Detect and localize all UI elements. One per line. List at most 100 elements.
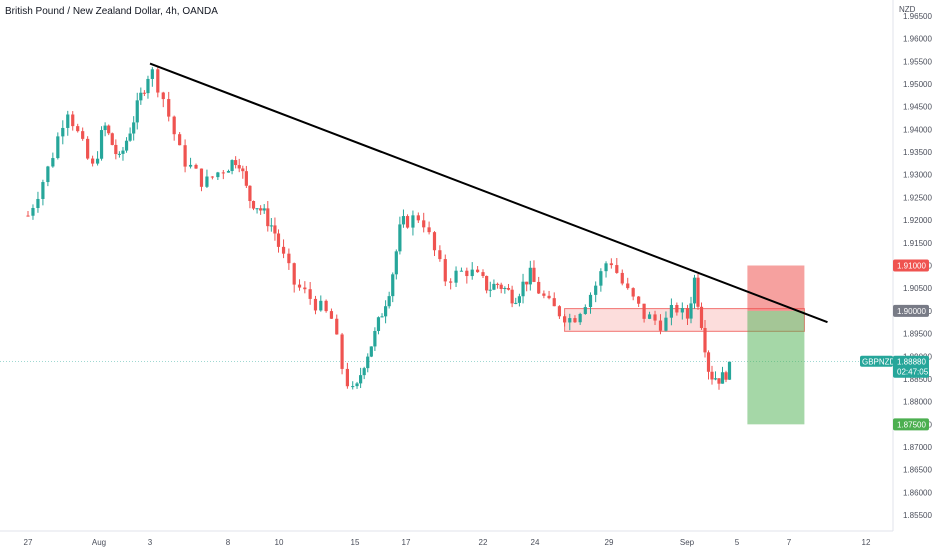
y-tick-label: 1.91500 — [903, 239, 932, 248]
x-tick-label: 10 — [275, 538, 284, 547]
candle-body — [287, 253, 291, 264]
candle-body — [259, 208, 263, 211]
candle-body — [66, 114, 70, 128]
x-tick-label: 27 — [24, 538, 33, 547]
candle-body — [205, 176, 209, 187]
candle-body — [481, 272, 485, 276]
symbol-tag — [860, 355, 893, 367]
candle-body — [41, 182, 45, 199]
candle-body — [31, 207, 35, 216]
candle-body — [642, 303, 646, 319]
candle-body — [241, 168, 245, 172]
candle-body — [128, 133, 132, 141]
candle-body — [384, 306, 388, 317]
candle-body — [485, 275, 489, 291]
candle-body — [405, 216, 410, 228]
candle-body — [303, 287, 307, 290]
y-tick-label: 1.89500 — [903, 330, 932, 339]
candle-body — [324, 300, 328, 312]
candle-body — [61, 127, 65, 137]
y-tick-label: 1.92500 — [903, 193, 932, 202]
x-tick-label: 5 — [735, 538, 740, 547]
candle-body — [99, 130, 104, 159]
candle-body — [103, 125, 107, 131]
x-tick-label: Sep — [680, 538, 695, 547]
stop-loss-price-tag — [893, 259, 929, 272]
candle-body — [631, 288, 635, 297]
stop-loss-price-tag-text: 1.91000 — [897, 262, 926, 271]
candle-body — [459, 270, 464, 272]
candle-body — [313, 298, 318, 311]
candle-body — [46, 166, 50, 183]
candle-body — [669, 304, 673, 318]
candle-body — [547, 295, 551, 299]
candle-body — [110, 133, 114, 145]
y-tick-label: 1.88000 — [903, 398, 932, 407]
candle-body — [340, 334, 344, 369]
y-tick-label: 1.85500 — [903, 511, 932, 520]
candle-body — [710, 371, 714, 380]
line-layer — [149, 62, 828, 324]
candle-body — [465, 270, 469, 277]
candle-body — [56, 136, 60, 159]
candle-body — [142, 92, 146, 94]
candle-body — [492, 283, 496, 290]
y-tick-label: 1.96000 — [903, 35, 932, 44]
take-profit-zone[interactable] — [747, 310, 805, 425]
candle-body — [156, 69, 160, 93]
x-tick-label: 3 — [148, 538, 153, 547]
candle-body — [76, 126, 80, 132]
candle-body — [297, 284, 302, 288]
candle-body — [194, 164, 198, 169]
candle-body — [680, 308, 684, 313]
candle-body — [525, 281, 529, 285]
candle-body — [454, 270, 458, 283]
candle-body — [135, 100, 139, 123]
label-layer: 1.91000 1.90000 1.87500 GBPNZD 1.8888002:47:… — [860, 259, 929, 431]
candle-body — [292, 263, 296, 285]
candle-body — [355, 383, 359, 387]
candle-body — [594, 285, 598, 295]
candle-body — [199, 168, 204, 187]
candle-body — [495, 283, 500, 285]
y-tick-label: 1.94000 — [903, 125, 932, 134]
candle-body — [117, 153, 121, 155]
candle-body — [394, 251, 398, 275]
candle-body — [26, 215, 30, 217]
candle-body — [703, 327, 707, 353]
descending-trendline[interactable] — [149, 62, 828, 324]
candle-body — [552, 298, 556, 307]
candle-body — [599, 271, 603, 286]
candle-body — [51, 158, 55, 167]
candle-body — [503, 287, 507, 289]
candle-body — [488, 289, 492, 291]
candle-body — [172, 116, 176, 135]
y-tick-label: 1.88500 — [903, 375, 932, 384]
y-tick-label: 1.93500 — [903, 148, 932, 157]
candle-body — [696, 277, 700, 307]
candle-body — [609, 263, 613, 266]
current-price-tag — [893, 355, 929, 378]
candle-body — [276, 233, 281, 247]
candle-body — [713, 378, 718, 380]
candle-body — [675, 304, 679, 313]
symbol-tag-text: GBPNZD — [862, 358, 896, 367]
candle-body — [81, 131, 85, 139]
candle-body — [583, 307, 587, 314]
candle-body — [720, 372, 725, 384]
candle-body — [183, 145, 187, 167]
candle-body — [308, 289, 312, 299]
candle-body — [637, 296, 641, 304]
candle-body — [658, 320, 663, 331]
candle-body — [281, 246, 286, 254]
candle-body — [124, 140, 129, 151]
candle-body — [262, 208, 266, 211]
candle-body — [121, 150, 125, 154]
stop-loss-zone[interactable] — [747, 265, 805, 311]
candle-body — [506, 287, 511, 290]
candle-body — [161, 92, 165, 100]
candle-body — [132, 122, 136, 134]
candle-body — [150, 69, 154, 79]
countdown-text: 02:47:05 — [897, 368, 929, 377]
